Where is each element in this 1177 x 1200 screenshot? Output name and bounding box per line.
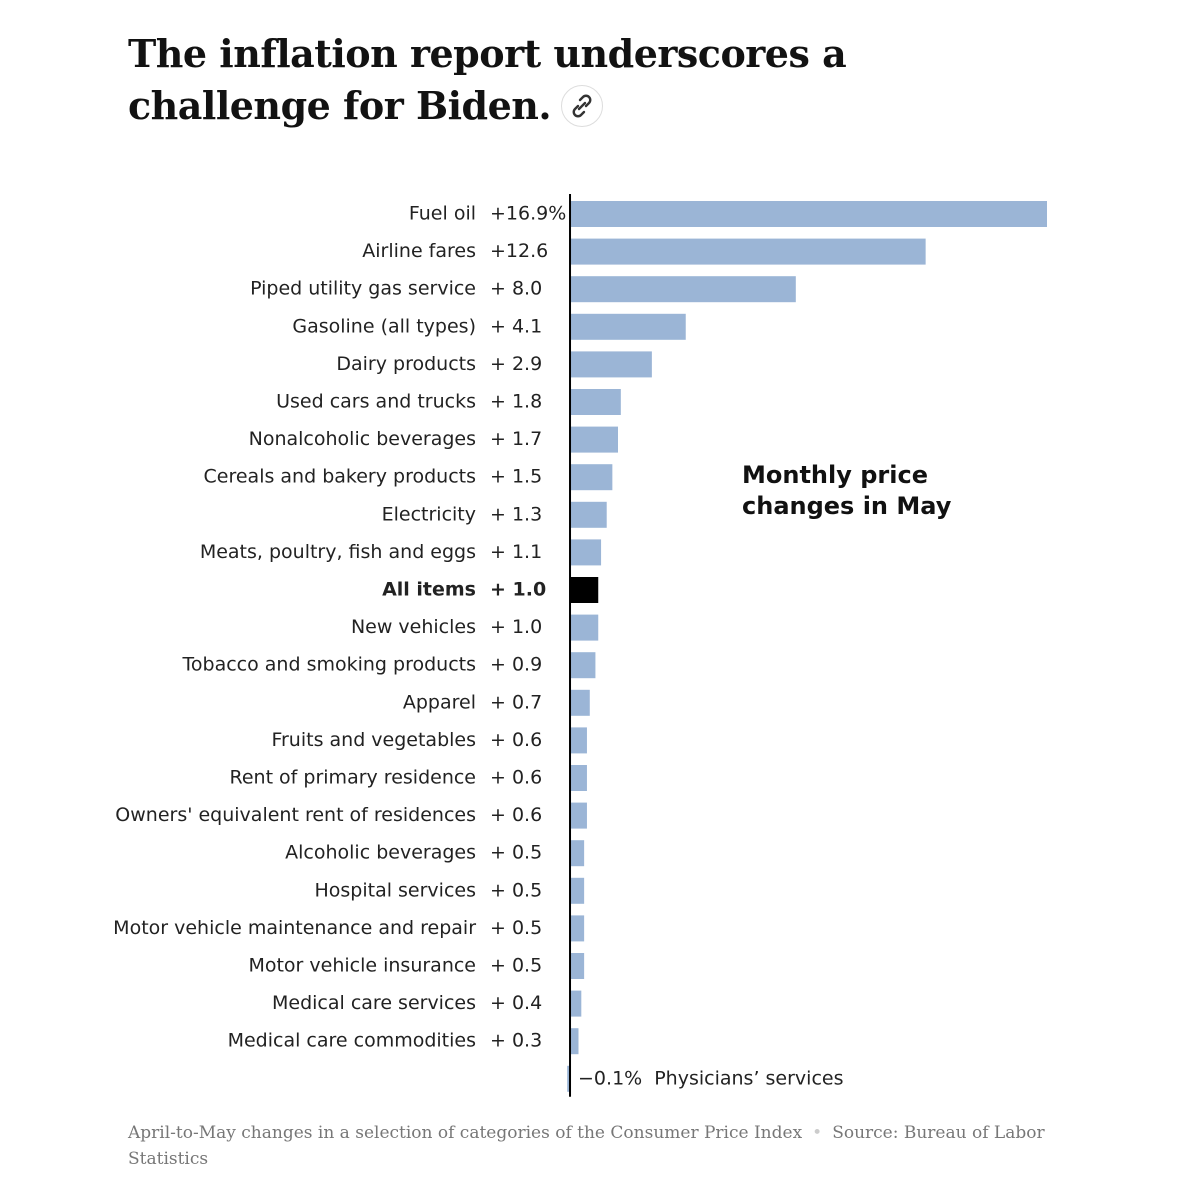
value-label: + 0.5 bbox=[490, 879, 542, 901]
value-label: + 0.5 bbox=[490, 955, 542, 977]
bar bbox=[570, 1028, 579, 1055]
bar bbox=[570, 689, 590, 716]
value-label: + 1.3 bbox=[490, 503, 542, 525]
value-label: +16.9% bbox=[490, 203, 566, 225]
bar bbox=[570, 276, 796, 303]
headline: The inflation report underscores a chall… bbox=[128, 28, 1028, 132]
bar bbox=[570, 351, 652, 378]
value-label: + 2.9 bbox=[490, 353, 542, 375]
category-label: Medical care services bbox=[272, 992, 476, 1014]
category-label: Rent of primary residence bbox=[229, 767, 476, 789]
bar bbox=[570, 990, 582, 1017]
category-label: Owners' equivalent rent of residences bbox=[115, 804, 476, 826]
value-label: + 8.0 bbox=[490, 278, 542, 300]
link-icon bbox=[572, 94, 592, 117]
value-label: −0.1% bbox=[578, 1067, 642, 1089]
value-label: + 1.0 bbox=[490, 616, 542, 638]
bar bbox=[570, 577, 599, 603]
category-label: Dairy products bbox=[336, 353, 476, 375]
bar bbox=[570, 877, 585, 904]
category-label: New vehicles bbox=[351, 616, 476, 638]
category-label: Gasoline (all types) bbox=[292, 315, 476, 337]
value-label: + 0.3 bbox=[490, 1030, 542, 1052]
bar bbox=[570, 238, 926, 265]
value-label: + 0.5 bbox=[490, 842, 542, 864]
category-label: Motor vehicle maintenance and repair bbox=[113, 917, 476, 939]
bar bbox=[570, 501, 607, 528]
bar bbox=[570, 652, 596, 679]
category-label: Tobacco and smoking products bbox=[182, 654, 476, 676]
value-label: + 0.6 bbox=[490, 767, 542, 789]
category-label: Motor vehicle insurance bbox=[248, 955, 476, 977]
value-label: + 0.6 bbox=[490, 804, 542, 826]
bar bbox=[570, 464, 613, 491]
bar bbox=[570, 614, 599, 641]
category-label: Used cars and trucks bbox=[276, 391, 476, 413]
category-label: Fruits and vegetables bbox=[271, 729, 476, 751]
value-label: + 0.9 bbox=[490, 654, 542, 676]
value-label: + 1.7 bbox=[490, 428, 542, 450]
bar bbox=[570, 201, 1047, 227]
category-label: Cereals and bakery products bbox=[204, 466, 476, 488]
value-label: + 1.1 bbox=[490, 541, 542, 563]
value-label: + 1.0 bbox=[490, 579, 546, 601]
bar bbox=[570, 802, 587, 829]
bar bbox=[570, 915, 585, 942]
category-label: Nonalcoholic beverages bbox=[249, 428, 476, 450]
category-label: Hospital services bbox=[314, 879, 476, 901]
category-label: All items bbox=[382, 579, 476, 601]
bar bbox=[570, 840, 585, 867]
category-label: Medical care commodities bbox=[228, 1030, 476, 1052]
value-label: + 4.1 bbox=[490, 315, 542, 337]
bar bbox=[570, 426, 619, 453]
value-label: + 0.5 bbox=[490, 917, 542, 939]
category-label: Meats, poultry, fish and eggs bbox=[200, 541, 476, 563]
value-label: + 1.5 bbox=[490, 466, 542, 488]
bar bbox=[570, 313, 686, 340]
category-label: Electricity bbox=[382, 503, 476, 525]
value-label: + 1.8 bbox=[490, 391, 542, 413]
category-label: Piped utility gas service bbox=[250, 278, 476, 300]
bar bbox=[570, 389, 621, 415]
value-label: + 0.7 bbox=[490, 691, 542, 713]
annotation-line: Monthly price bbox=[742, 461, 928, 489]
bar bbox=[570, 765, 587, 791]
value-label: + 0.6 bbox=[490, 729, 542, 751]
category-label: Fuel oil bbox=[409, 203, 476, 225]
bar bbox=[570, 953, 585, 979]
source: Source: Bureau of Labor Statistics bbox=[128, 1123, 1045, 1169]
category-label: Apparel bbox=[403, 691, 476, 713]
value-label: +12.6 bbox=[490, 240, 548, 262]
caption: April-to-May changes in a selection of c… bbox=[128, 1120, 1048, 1172]
separator: • bbox=[812, 1123, 823, 1143]
bar bbox=[570, 539, 602, 566]
bar bbox=[567, 1065, 571, 1092]
category-label: Airline fares bbox=[362, 240, 476, 262]
value-label: + 0.4 bbox=[490, 992, 542, 1014]
category-label: Physicians’ services bbox=[654, 1067, 843, 1089]
bar bbox=[570, 727, 587, 754]
headline-text: The inflation report underscores a chall… bbox=[128, 31, 847, 128]
caption-text: April-to-May changes in a selection of c… bbox=[128, 1123, 803, 1143]
category-label: Alcoholic beverages bbox=[285, 842, 476, 864]
annotation-line: changes in May bbox=[742, 492, 952, 520]
link-button[interactable] bbox=[561, 84, 604, 127]
